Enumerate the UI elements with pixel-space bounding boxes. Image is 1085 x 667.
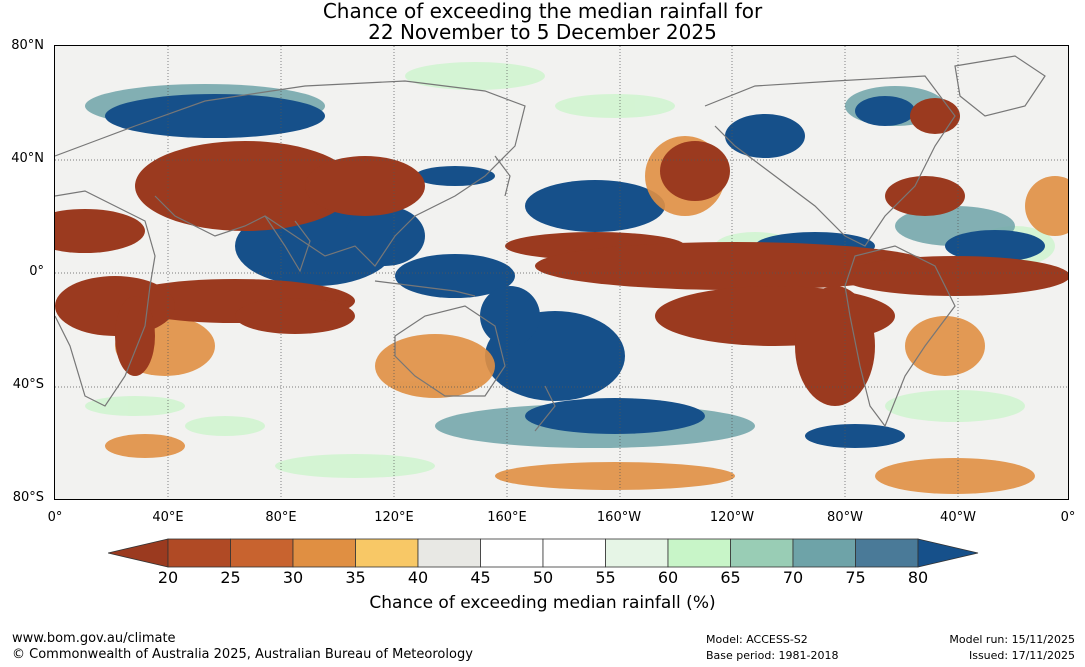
chart-title-line1: Chance of exceeding the median rainfall …: [322, 0, 763, 23]
colorbar-tick-label: 70: [782, 568, 804, 587]
colorbar-tick-label: 65: [720, 568, 741, 587]
colorbar-segment: [730, 538, 794, 568]
colorbar-segment: [417, 538, 481, 568]
colorbar-tick-label: 80: [907, 568, 929, 587]
colorbar-tick-label: 60: [657, 568, 679, 587]
lat-label-equator: 0°: [29, 264, 44, 279]
colorbar-tick-label: 30: [282, 568, 304, 587]
colorbar: [108, 538, 979, 568]
colorbar-segment: [605, 538, 669, 568]
lon-label-80e: 80°E: [265, 510, 297, 525]
lon-label-80w: 80°W: [827, 510, 863, 525]
colorbar-tick-label: 20: [157, 568, 179, 587]
lon-label-0-east: 0°: [1060, 510, 1076, 525]
colorbar-segment: [542, 538, 606, 568]
lon-label-160w: 160°W: [596, 510, 642, 525]
colorbar-arrow-high: [917, 538, 979, 568]
lon-label-120w: 120°W: [709, 510, 755, 525]
lon-label-40w: 40°W: [940, 510, 976, 525]
colorbar-segment: [792, 538, 856, 568]
colorbar-label: Chance of exceeding median rainfall (%): [369, 593, 716, 613]
footer-copyright: © Commonwealth of Australia 2025, Austra…: [12, 647, 473, 662]
lon-label-0: 0°: [47, 510, 63, 525]
lat-label-80n: 80°N: [11, 38, 44, 53]
colorbar-tick-label: 75: [845, 568, 866, 587]
colorbar-tick-label: 50: [532, 568, 554, 587]
lon-label-40e: 40°E: [152, 510, 184, 525]
colorbar-tick-label: 35: [345, 568, 366, 587]
colorbar-arrow-low: [108, 538, 169, 568]
lon-label-120e: 120°E: [374, 510, 414, 525]
colorbar-segment: [480, 538, 544, 568]
lon-label-160e: 160°E: [487, 510, 527, 525]
colorbar-segment: [292, 538, 356, 568]
colorbar-tick-label: 45: [470, 568, 491, 587]
lat-label-40n: 40°N: [11, 151, 44, 166]
colorbar-segment: [355, 538, 419, 568]
colorbar-segment: [855, 538, 919, 568]
rainfall-probability-map: [54, 45, 1069, 500]
colorbar-tick-label: 55: [595, 568, 616, 587]
colorbar-segment: [230, 538, 294, 568]
footer-base-period: Base period: 1981-2018: [706, 649, 839, 662]
chart-title-line2: 22 November to 5 December 2025: [368, 20, 717, 44]
footer-website: www.bom.gov.au/climate: [12, 631, 176, 646]
colorbar-tick-label: 25: [220, 568, 241, 587]
colorbar-segment: [167, 538, 231, 568]
footer-model-run: Model run: 15/11/2025: [949, 633, 1075, 646]
colorbar-segment: [667, 538, 731, 568]
lat-label-80s: 80°S: [12, 490, 44, 505]
lat-label-40s: 40°S: [12, 377, 44, 392]
footer-issued: Issued: 17/11/2025: [968, 649, 1075, 662]
footer-model: Model: ACCESS-S2: [706, 633, 808, 646]
colorbar-tick-label: 40: [407, 568, 429, 587]
